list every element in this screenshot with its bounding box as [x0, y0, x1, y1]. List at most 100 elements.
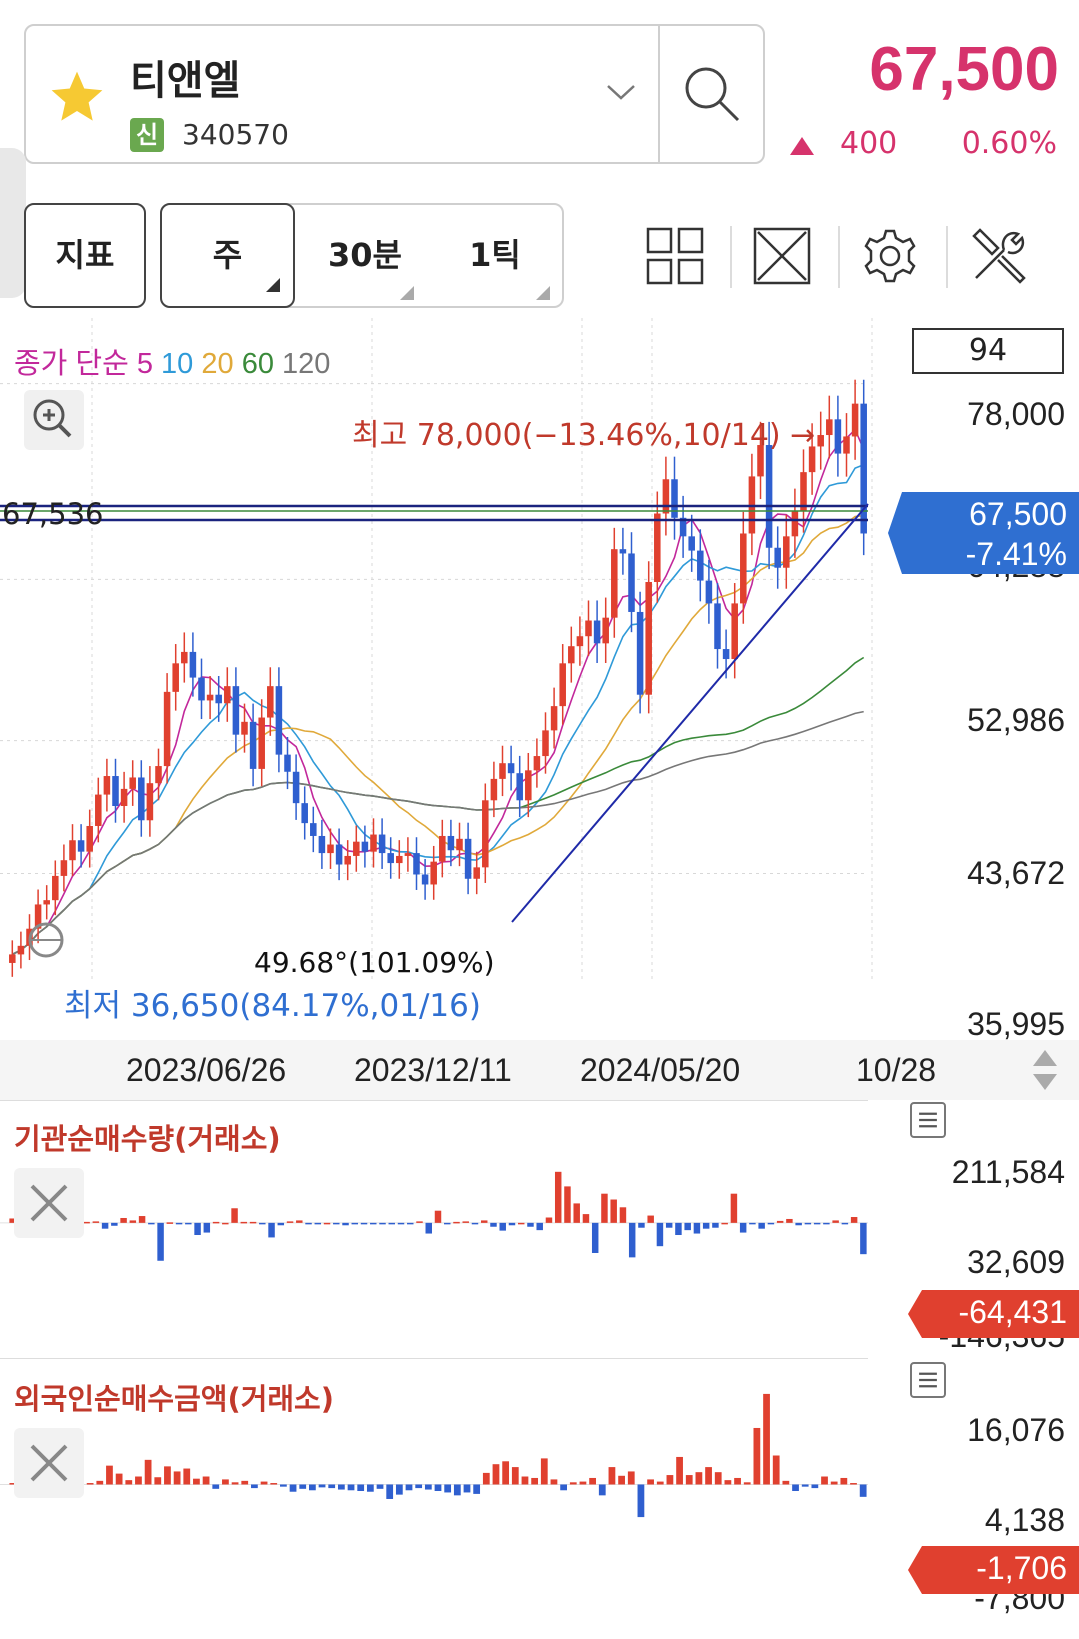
- candle-body: [43, 900, 50, 905]
- chart-overlay: [0, 503, 869, 958]
- candle-body: [52, 875, 59, 901]
- net-buy-bar: [268, 1222, 275, 1238]
- net-buy-bar: [138, 1216, 146, 1223]
- ma-legend-20: 20: [201, 348, 234, 380]
- foreign-axis-label: 4,138: [984, 1502, 1065, 1538]
- net-buy-bar: [148, 1222, 155, 1225]
- candle-body: [361, 841, 369, 852]
- candle-body: [241, 721, 248, 735]
- net-buy-bar: [730, 1193, 738, 1223]
- candle-body: [172, 663, 179, 692]
- candle-body: [335, 844, 343, 865]
- ma-120-line: [11, 710, 864, 956]
- price-change-percent: 0.60%: [961, 126, 1057, 161]
- chevron-down-icon[interactable]: [604, 80, 638, 104]
- net-buy-bar: [193, 1478, 200, 1485]
- star-icon[interactable]: [48, 68, 106, 126]
- menu-icon[interactable]: [910, 1362, 946, 1398]
- period-tick-button[interactable]: 1틱: [469, 236, 521, 274]
- net-buy-bar: [175, 1222, 183, 1225]
- net-buy-bar: [111, 1222, 118, 1226]
- indicator-button[interactable]: 지표: [24, 203, 146, 308]
- candle-body: [757, 445, 764, 477]
- net-buy-bar: [564, 1186, 571, 1223]
- net-buy-bar: [582, 1214, 590, 1223]
- zoom-in-icon[interactable]: [24, 390, 84, 450]
- panel-divider: [0, 1358, 1079, 1359]
- candle-body: [542, 730, 549, 757]
- grid-layout-icon[interactable]: [645, 226, 705, 286]
- net-buy-bar: [96, 1480, 104, 1485]
- candle-body: [267, 686, 274, 718]
- resize-arrows-icon[interactable]: [1030, 1048, 1060, 1092]
- moving-average-legend[interactable]: 종가 단순 5 10 20 60 120: [14, 340, 330, 382]
- net-buy-bar: [462, 1221, 469, 1223]
- net-buy-bar: [424, 1484, 432, 1490]
- net-buy-bar: [850, 1483, 857, 1485]
- net-buy-bar: [351, 1222, 359, 1225]
- search-icon[interactable]: [680, 62, 746, 128]
- candle-body: [447, 835, 455, 851]
- net-buy-bar: [92, 1221, 100, 1223]
- y-axis-label: 35,995: [967, 1006, 1065, 1042]
- candle-body: [224, 686, 231, 704]
- side-panel-handle[interactable]: [0, 148, 26, 298]
- candle-count-box[interactable]: 94: [912, 328, 1064, 374]
- net-buy-bar: [637, 1484, 645, 1518]
- period-tick-dropdown-corner: [536, 286, 550, 300]
- candle-body: [353, 841, 360, 856]
- net-buy-bar: [734, 1477, 741, 1485]
- date-axis[interactable]: [0, 1040, 1079, 1100]
- candle-body: [344, 855, 351, 865]
- net-buy-bar: [859, 1484, 867, 1497]
- candle-body: [146, 783, 154, 821]
- fullscreen-icon[interactable]: [752, 226, 812, 286]
- candle-body: [464, 838, 472, 879]
- price-chart[interactable]: [0, 318, 1079, 1040]
- net-buy-bar: [370, 1222, 377, 1225]
- net-buy-bar: [212, 1484, 220, 1489]
- net-buy-bar: [804, 1222, 812, 1225]
- candle-body: [671, 479, 678, 518]
- net-buy-bar: [753, 1427, 761, 1485]
- candle-body: [490, 778, 498, 801]
- candle-body: [628, 553, 635, 612]
- net-buy-bar: [416, 1221, 423, 1223]
- period-30min-button[interactable]: 30분: [328, 236, 402, 274]
- candle-body: [86, 825, 93, 852]
- candle-body: [482, 800, 489, 868]
- close-icon[interactable]: [14, 1168, 84, 1238]
- settings-icon[interactable]: [860, 226, 920, 286]
- net-buy-bar: [821, 1476, 828, 1485]
- net-buy-bar: [212, 1221, 220, 1224]
- tools-icon[interactable]: [968, 226, 1028, 286]
- candle-body: [525, 770, 532, 801]
- institution-panel-title: 기관순매수량(거래소): [14, 1122, 281, 1156]
- net-buy-bar: [499, 1222, 506, 1231]
- candle-body: [301, 803, 308, 824]
- candle-body: [688, 536, 695, 551]
- net-buy-bar: [231, 1482, 239, 1485]
- ma-legend-120: 120: [282, 348, 331, 380]
- trendline-angle-label: 49.68°(101.09%): [254, 946, 495, 979]
- net-buy-bar: [444, 1222, 451, 1225]
- current-price: 67,500: [869, 35, 1059, 104]
- net-buy-bar: [164, 1466, 171, 1485]
- candle-body: [404, 853, 412, 856]
- candle-body: [714, 603, 721, 650]
- net-buy-bar: [705, 1467, 712, 1485]
- period-week-button[interactable]: 주: [160, 203, 295, 308]
- candle-body: [413, 853, 420, 875]
- net-buy-bar: [490, 1222, 497, 1227]
- net-buy-bar: [763, 1393, 770, 1485]
- net-buy-bar: [135, 1476, 142, 1485]
- net-buy-bar: [702, 1222, 710, 1229]
- net-buy-bar: [508, 1222, 516, 1226]
- net-buy-bar: [811, 1484, 819, 1489]
- institution-current-value: -64,431: [958, 1294, 1067, 1330]
- candle-body: [198, 677, 205, 701]
- net-buy-bar: [665, 1222, 673, 1228]
- net-buy-bar: [366, 1484, 374, 1492]
- close-icon[interactable]: [14, 1428, 84, 1498]
- menu-icon[interactable]: [910, 1102, 946, 1138]
